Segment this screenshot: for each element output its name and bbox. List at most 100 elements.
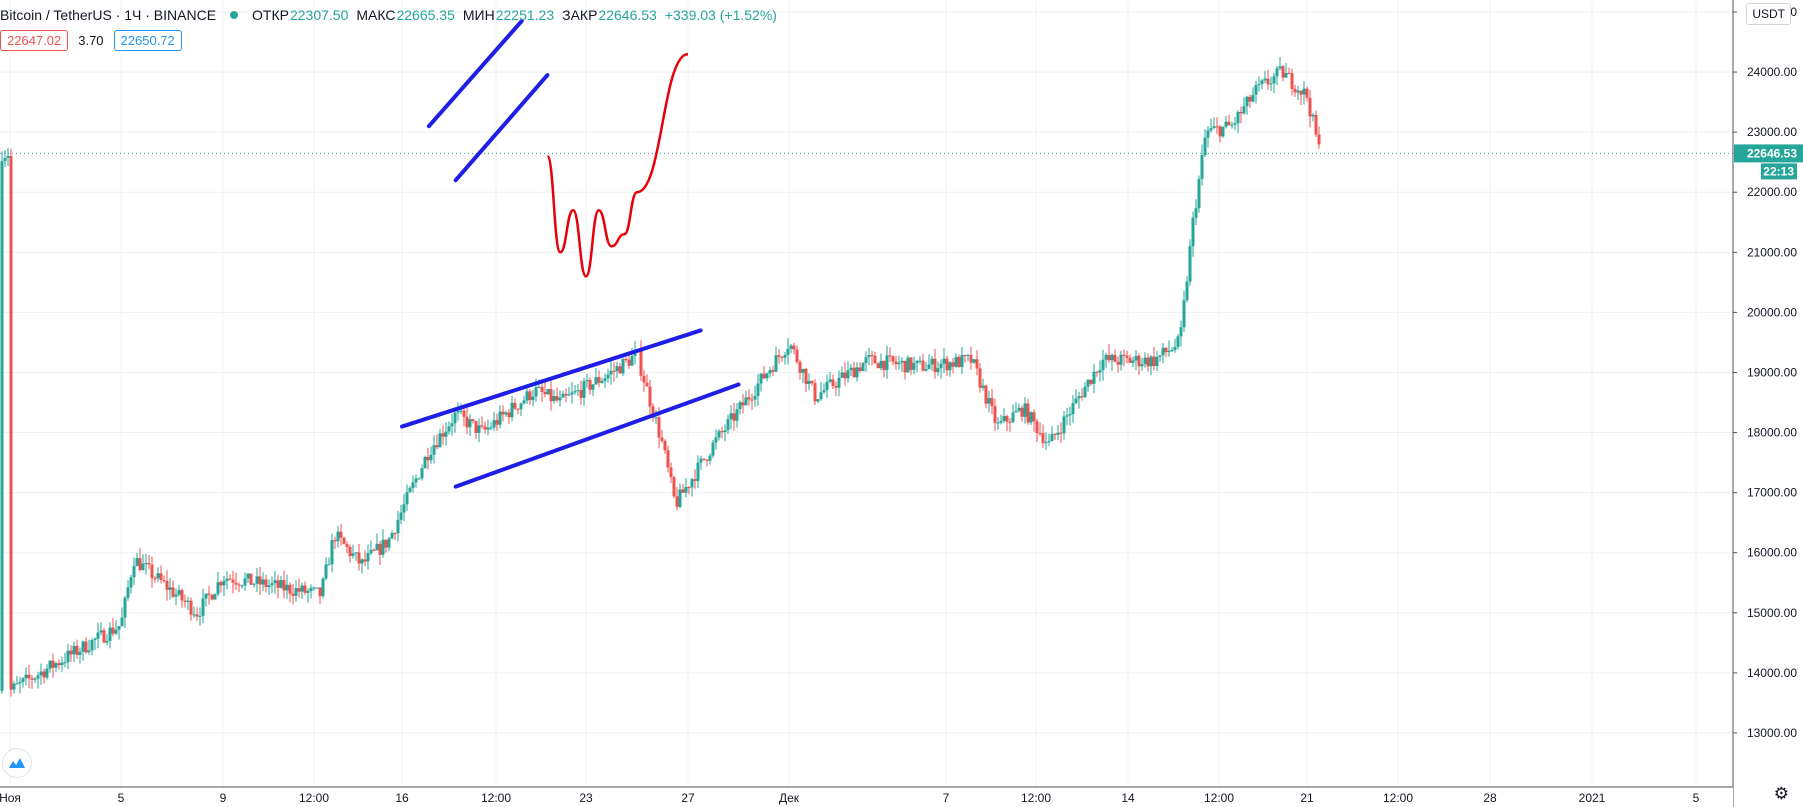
candle-body — [942, 358, 946, 364]
candle-body — [111, 627, 115, 634]
candle-body — [1071, 403, 1075, 414]
candle-body — [654, 417, 658, 419]
candle-body — [1299, 90, 1303, 95]
candle-body — [945, 358, 949, 371]
candle-body — [327, 564, 331, 566]
candle-body — [1125, 355, 1129, 358]
candle-body — [147, 563, 151, 565]
candle-body — [1161, 347, 1165, 356]
candle-body — [1308, 97, 1312, 117]
candle-body — [1164, 347, 1168, 353]
candle-body — [174, 594, 178, 597]
candle-body — [420, 468, 424, 479]
channel-lower-line — [453, 73, 550, 183]
candle-body — [723, 430, 727, 433]
candle-body — [771, 370, 775, 372]
candle-body — [774, 355, 778, 372]
candle-body — [159, 573, 163, 580]
candle-body — [777, 355, 781, 357]
candle-body — [891, 356, 895, 362]
candle-body — [573, 391, 577, 393]
candle-body — [6, 156, 10, 158]
candle-body — [666, 450, 670, 468]
candle-body — [1080, 396, 1084, 398]
candle-body — [924, 369, 928, 371]
candle-body — [897, 362, 901, 365]
candle-body — [1131, 360, 1135, 363]
candle-body — [363, 559, 367, 562]
candle-body — [96, 632, 100, 639]
candle-body — [882, 360, 886, 371]
candle-body — [1242, 106, 1246, 114]
candle-body — [273, 580, 277, 584]
candle-body — [1086, 379, 1090, 387]
market-status-dot — [230, 11, 239, 19]
candle-body — [492, 420, 496, 428]
candle-body — [525, 391, 529, 401]
candle-body — [240, 585, 244, 587]
candle-body — [309, 587, 313, 592]
candle-body — [465, 416, 469, 428]
candle-body — [792, 345, 796, 350]
candle-body — [705, 459, 709, 461]
candle-body — [276, 580, 280, 588]
candle-body — [1317, 134, 1321, 145]
candle-body — [594, 377, 598, 385]
candle-body — [402, 504, 406, 513]
candle-body — [1002, 415, 1006, 421]
symbol-title[interactable]: Bitcoin / TetherUS · 1Ч · BINANCE — [0, 7, 217, 23]
countdown-label: 22:13 — [1763, 164, 1794, 178]
candle-body — [474, 420, 478, 433]
candle-body — [1260, 80, 1264, 84]
candle-body — [1011, 412, 1015, 423]
candle-body — [648, 386, 652, 407]
candle-body — [1017, 407, 1021, 411]
candle-body — [372, 549, 376, 551]
candle-body — [1197, 178, 1201, 209]
candle-body — [1107, 354, 1111, 361]
candle-body — [978, 368, 982, 388]
sell-price-button[interactable]: 22647.02 — [0, 30, 69, 51]
candle-body — [15, 683, 19, 685]
candle-body — [753, 395, 757, 400]
candle-body — [24, 674, 28, 679]
candle-body — [138, 558, 142, 571]
candle-body — [300, 585, 304, 592]
candle-body — [1077, 396, 1081, 399]
candle-body — [735, 409, 739, 421]
candle-body — [1140, 364, 1144, 367]
candle-body — [246, 573, 250, 579]
time-tick-label: 9 — [220, 791, 227, 805]
candle-body — [669, 467, 673, 478]
candle-body — [768, 370, 772, 374]
candle-body — [168, 587, 172, 590]
candle-body — [198, 615, 202, 617]
tradingview-cloud-icon[interactable] — [2, 748, 32, 778]
currency-badge[interactable]: USDT — [1746, 3, 1791, 25]
candle-body — [1044, 442, 1048, 444]
time-tick-label: 12:00 — [481, 791, 511, 805]
gear-icon[interactable]: ⚙ — [1773, 784, 1789, 803]
candle-body — [846, 370, 850, 379]
candle-body — [948, 362, 952, 371]
candle-body — [318, 587, 322, 597]
time-tick-label: 12:00 — [1383, 791, 1413, 805]
candle-body — [75, 645, 79, 655]
candle-body — [876, 363, 880, 369]
candle-body — [552, 396, 556, 402]
candle-body — [936, 368, 940, 372]
candle-body — [522, 400, 526, 404]
buy-price-button[interactable]: 22650.72 — [113, 30, 182, 51]
candle-body — [855, 367, 859, 378]
candle-body — [909, 357, 913, 370]
candle-body — [1296, 90, 1300, 93]
candle-body — [1191, 217, 1195, 247]
candle-body — [765, 373, 769, 379]
time-tick-label: 7 — [943, 791, 950, 805]
candle-body — [282, 580, 286, 591]
candle-body — [933, 358, 937, 372]
candle-body — [615, 366, 619, 372]
candle-body — [411, 482, 415, 488]
candle-body — [330, 540, 334, 565]
